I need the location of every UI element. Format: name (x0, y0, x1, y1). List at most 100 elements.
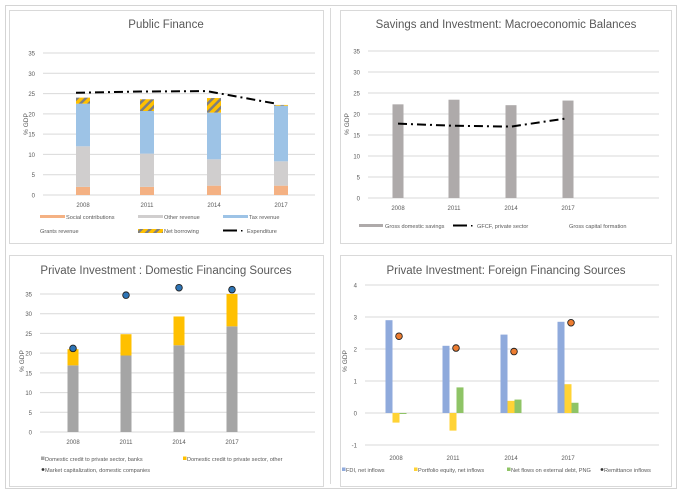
bar-fdi-net-inflows (557, 321, 565, 413)
y-tick-label: 20 (25, 352, 32, 358)
point-remittance-inflows (567, 319, 575, 327)
chart-panel-foreign-financing: Private Investment: Foreign Financing So… (340, 255, 672, 487)
y-tick-label: 5 (32, 173, 36, 179)
x-tick-label: 2017 (561, 206, 575, 212)
x-tick-label: 2017 (561, 456, 575, 462)
point-remittance-inflows (510, 347, 518, 356)
y-tick-label: 0 (357, 197, 361, 203)
legend-label: Social contributions (66, 215, 115, 221)
x-tick-label: 2011 (447, 456, 461, 462)
bar-domestic-credit-to-private-sector-other (173, 316, 185, 346)
bar-fdi-net-inflows (500, 334, 508, 413)
legend-label: Portfolio equity, net inflows (418, 468, 484, 474)
legend-swatch-domestic-credit-to-private-sector-banks (41, 456, 45, 460)
legend-swatch-net-flows-on-external-debt-png (507, 467, 511, 471)
legend-swatch-net-borrowing (138, 229, 163, 233)
y-axis-label: % GDP (344, 113, 351, 135)
legend-label: Other revenue (164, 215, 200, 221)
x-tick-label: 2014 (172, 440, 186, 446)
point-remittance-inflows (395, 332, 403, 340)
bar-domestic-credit-to-private-sector-other (226, 294, 238, 327)
y-tick-label: 30 (28, 72, 35, 78)
y-tick-label: -1 (352, 444, 358, 450)
legend-label: Expenditure (247, 229, 277, 235)
bar-other-revenue (76, 146, 90, 187)
legend-label: Remittance inflows (604, 468, 651, 474)
y-tick-label: 10 (353, 155, 360, 161)
x-tick-label: 2008 (76, 203, 90, 209)
line-gfcf-private-sector (397, 117, 569, 128)
legend-swatch-other-revenue (138, 215, 163, 218)
bar-domestic-credit-to-private-sector-banks (67, 365, 79, 432)
x-tick-label: 2014 (504, 456, 518, 462)
legend-label: Grants revenue (40, 229, 79, 235)
legend-swatch-domestic-credit-to-private-sector-other (183, 456, 187, 460)
point-market-capitalization-domestic-companies (69, 344, 77, 353)
public-finance-chart: Public Finance % GDP 0 5 10 15 20 25 30 35 2008 201… (23, 19, 315, 235)
legend-swatch-gross-domestic-savings (359, 224, 383, 227)
bar-domestic-credit-to-private-sector-other (67, 349, 79, 366)
y-tick-label: 10 (28, 153, 35, 159)
bar-domestic-credit-to-private-sector-banks (173, 345, 185, 432)
x-tick-label: 2014 (504, 206, 518, 212)
dashboard-frame (5, 5, 677, 489)
bar-net-flows-on-external-debt-png (456, 387, 464, 413)
y-tick-label: 4 (354, 284, 358, 290)
legend-label: Net borrowing (164, 229, 199, 235)
legend-label: Domestic credit to private sector, banks (45, 457, 143, 463)
y-tick-label: 30 (353, 71, 360, 77)
point-market-capitalization-domestic-companies (175, 283, 183, 292)
bar-portfolio-equity-net-inflows (564, 384, 572, 413)
bar-net-borrowing (207, 98, 221, 113)
domestic-financing-chart: Private Investment : Domestic Financing … (19, 265, 315, 474)
x-tick-label: 2011 (141, 203, 155, 209)
line-expenditure (75, 90, 275, 105)
bar-other-revenue (274, 161, 288, 186)
bar-net-flows-on-external-debt-png (571, 402, 579, 413)
bar-tax-revenue (140, 111, 154, 154)
legend-swatch-portfolio-equity-net-inflows (414, 467, 418, 471)
legend-swatch-market-capitalization-domestic-companies (41, 468, 45, 471)
chart-panel-savings-investment: Savings and Investment: Macroeconomic Ba… (340, 10, 672, 244)
legend-swatch-social-contributions (40, 215, 65, 218)
legend-label: Net flows on external debt, PNG (511, 468, 591, 474)
legend-label: Market capitalization, domestic companie… (45, 468, 150, 474)
panel-divider (330, 8, 331, 484)
y-axis-label: % GDP (23, 113, 30, 135)
bar-other-revenue (207, 159, 221, 186)
bar-tax-revenue (274, 105, 288, 162)
chart-panel-public-finance: Public Finance % GDP 0 5 10 15 20 25 30 35 2008 201… (9, 10, 324, 244)
y-tick-label: 25 (353, 92, 360, 98)
bar-domestic-credit-to-private-sector-banks (226, 326, 238, 432)
chart-title: Private Investment : Domestic Financing … (40, 265, 291, 277)
y-tick-label: 25 (28, 92, 35, 98)
x-tick-label: 2008 (391, 206, 405, 212)
y-tick-label: 35 (28, 52, 35, 58)
legend-swatch-dot (241, 230, 243, 232)
y-axis-label: % GDP (19, 350, 26, 372)
bar-tax-revenue (207, 112, 221, 160)
point-market-capitalization-domestic-companies (122, 291, 130, 299)
bar-gross-domestic-savings (392, 104, 404, 198)
y-axis-label: % GDP (342, 350, 349, 372)
y-tick-label: 30 (25, 312, 32, 318)
bar-domestic-credit-to-private-sector-banks (120, 355, 132, 432)
legend-swatch-fdi-net-inflows (342, 467, 346, 471)
y-tick-label: 1 (354, 380, 358, 386)
y-tick-label: 3 (354, 316, 358, 322)
x-tick-label: 2008 (389, 456, 403, 462)
y-tick-label: 35 (353, 50, 360, 56)
y-tick-label: 15 (28, 133, 35, 139)
chart-title: Private Investment: Foreign Financing So… (386, 265, 625, 277)
y-tick-label: 0 (32, 194, 36, 200)
bar-social-contributions (140, 186, 154, 195)
legend-swatch-remittance-inflows (600, 468, 604, 471)
x-tick-label: 2017 (225, 440, 239, 446)
y-tick-label: 5 (357, 176, 361, 182)
legend-label: Gross capital formation (569, 224, 627, 230)
legend-swatch-tax-revenue (223, 215, 248, 218)
bar-social-contributions (207, 185, 221, 195)
bar-portfolio-equity-net-inflows (392, 413, 400, 423)
y-tick-label: 15 (25, 371, 32, 377)
bar-net-borrowing (140, 99, 154, 112)
